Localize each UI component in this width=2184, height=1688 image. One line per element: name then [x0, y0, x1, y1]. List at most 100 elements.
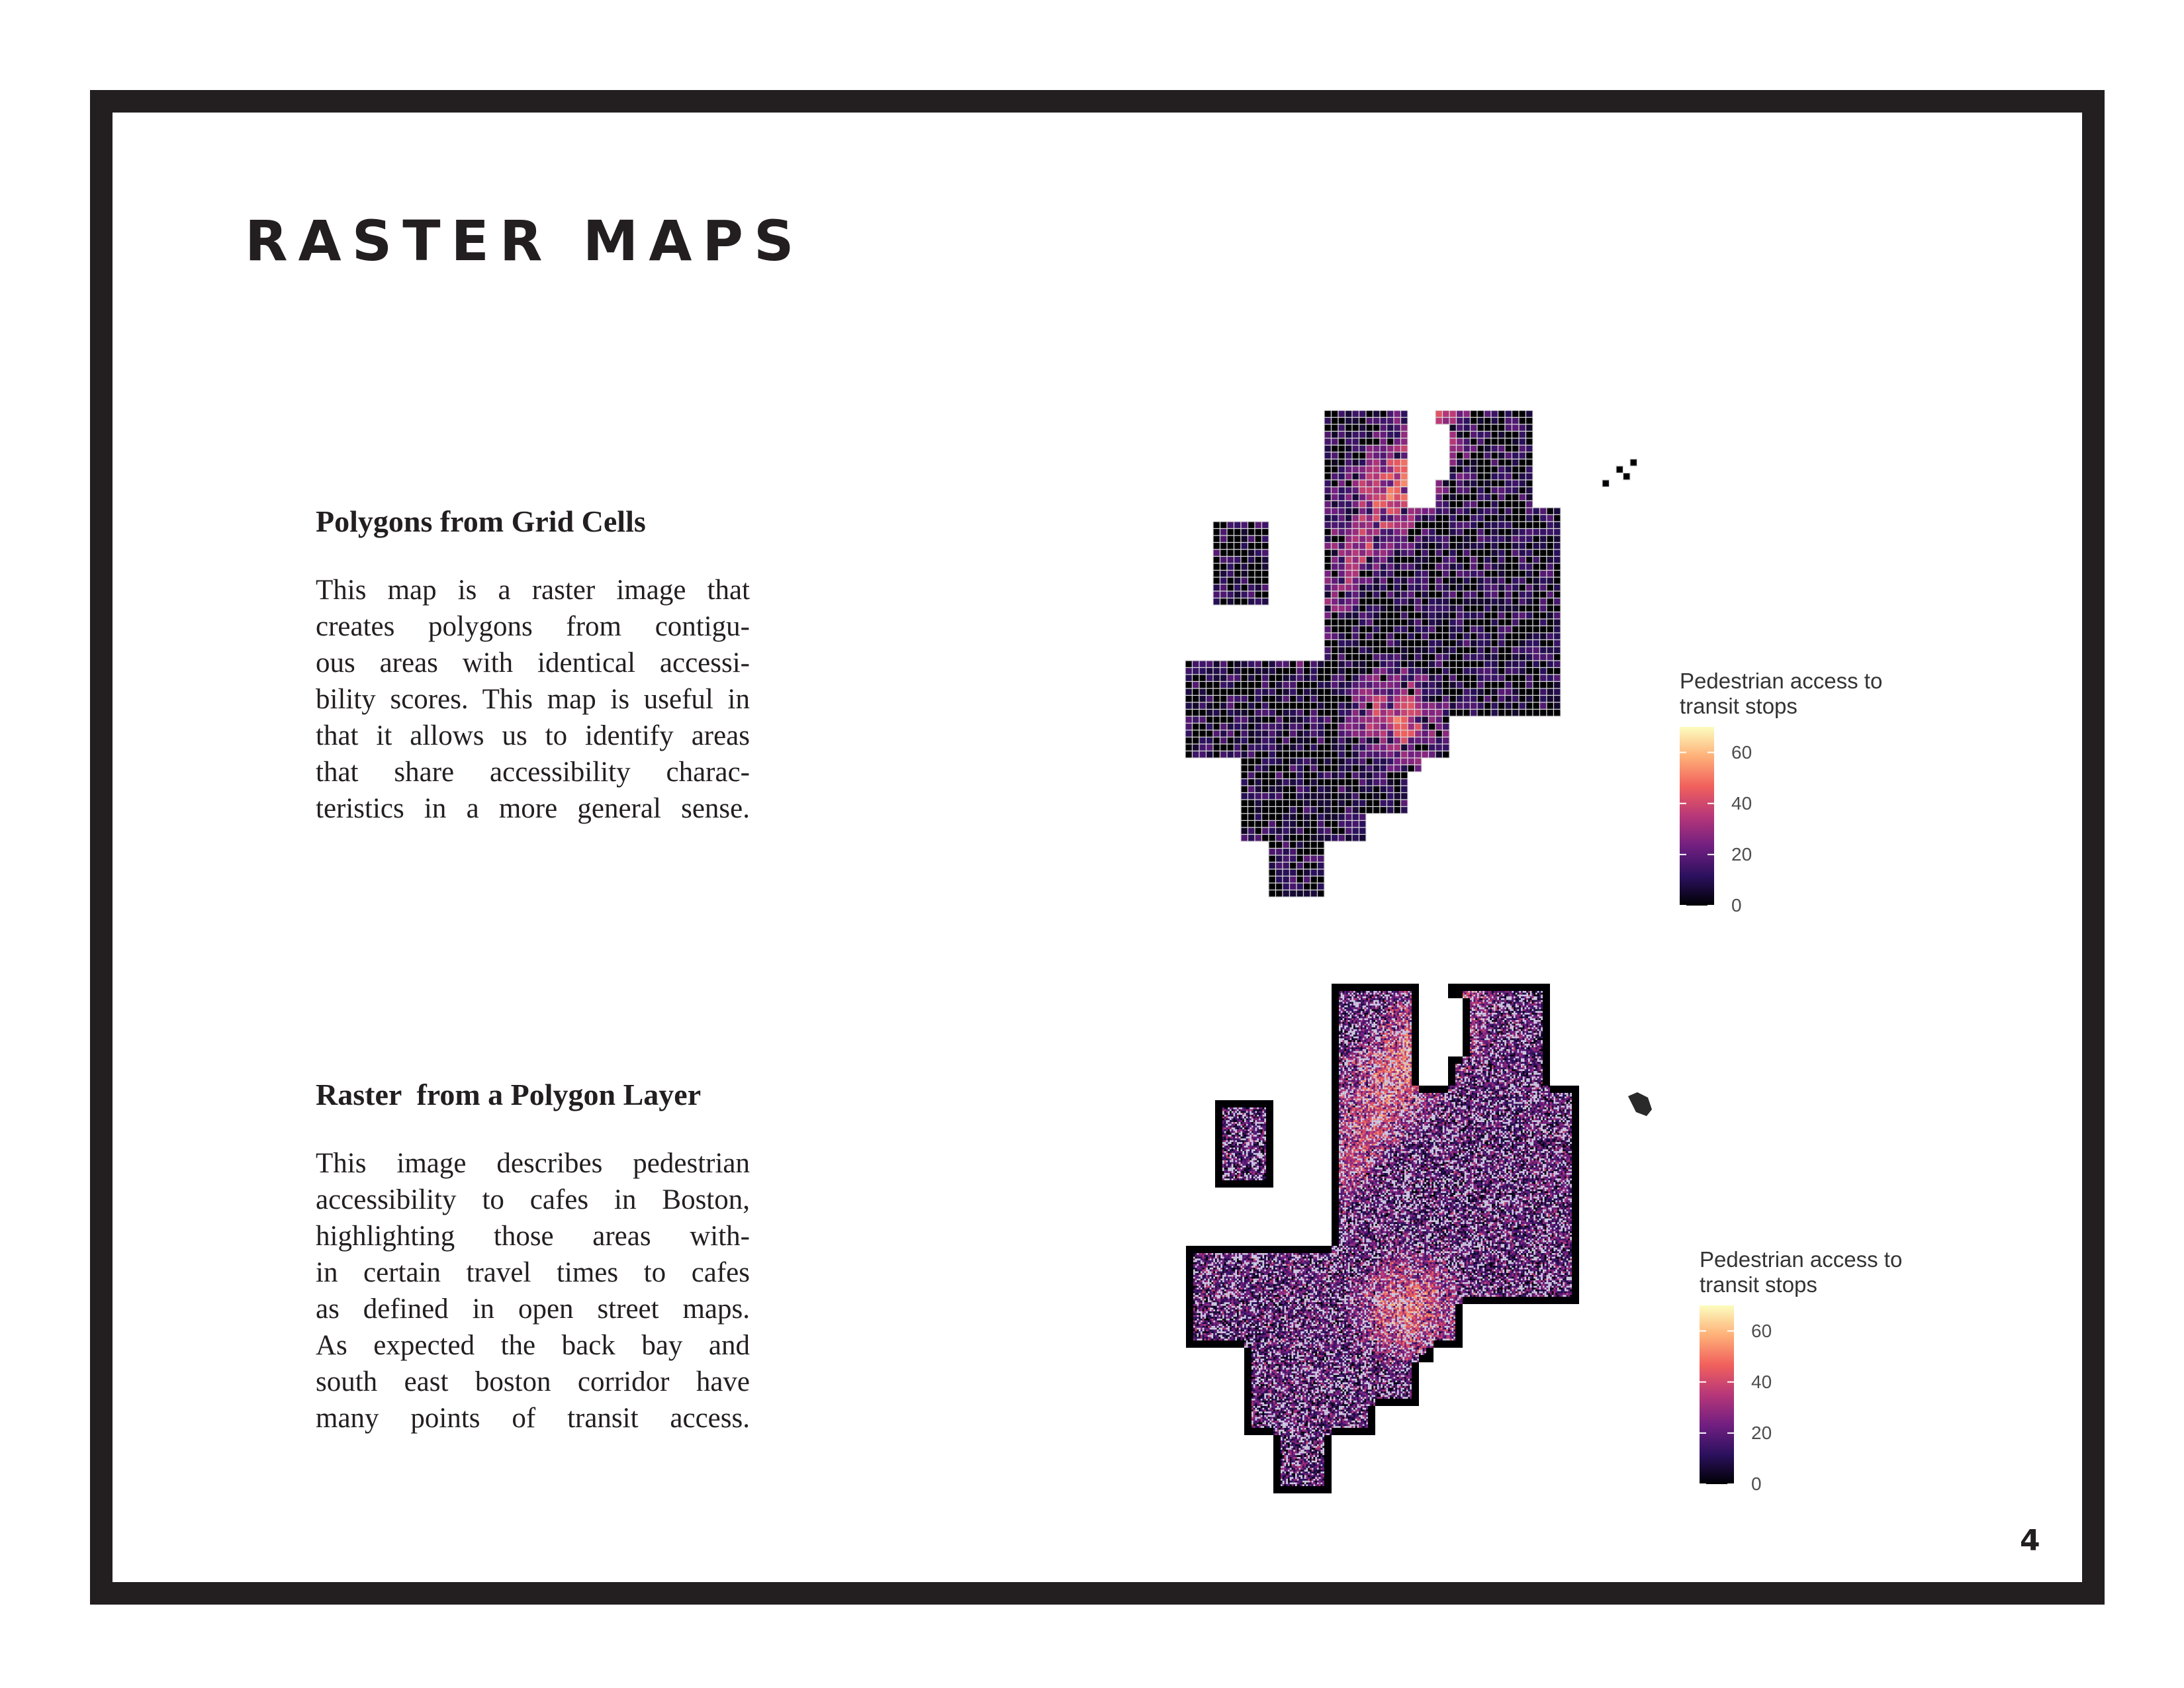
- grid-cell: [1275, 847, 1283, 856]
- raster-pixel: [1506, 1013, 1508, 1015]
- raster-pixel: [1357, 1027, 1359, 1029]
- raster-pixel: [1395, 1004, 1397, 1006]
- grid-cell: [1233, 750, 1242, 759]
- grid-cell: [1463, 416, 1471, 425]
- raster-base-cell: [1543, 1035, 1550, 1042]
- grid-cell: [1400, 722, 1408, 731]
- raster-pixel: [1398, 1047, 1401, 1049]
- grid-cell: [1338, 604, 1346, 613]
- raster-pixel: [1539, 1020, 1541, 1022]
- grid-cell: [1254, 569, 1263, 578]
- raster-pixel: [1395, 1000, 1397, 1002]
- grid-cell: [1344, 424, 1353, 432]
- raster-pixel: [1473, 1027, 1476, 1029]
- legend-tick-label: 0: [1731, 896, 1742, 915]
- grid-cell: [1296, 722, 1304, 731]
- grid-cell: [1386, 555, 1394, 564]
- raster-pixel: [1386, 1023, 1388, 1026]
- raster-base-cell: [1543, 1027, 1550, 1035]
- raster-pixel: [1539, 1002, 1541, 1004]
- grid-cell: [1490, 653, 1499, 661]
- grid-cell: [1358, 583, 1367, 592]
- raster-pixel: [1463, 991, 1465, 993]
- raster-pixel: [1524, 1020, 1527, 1022]
- grid-cell: [1393, 806, 1402, 814]
- raster-pixel: [1473, 1009, 1476, 1011]
- raster-pixel: [1355, 1035, 1357, 1037]
- grid-cell: [1400, 555, 1408, 564]
- grid-cell: [1414, 680, 1422, 689]
- raster-pixel: [1379, 1013, 1381, 1015]
- grid-cell: [1372, 604, 1381, 613]
- raster-pixel: [1364, 1023, 1367, 1026]
- raster-pixel: [1470, 992, 1472, 995]
- raster-pixel: [1381, 1045, 1383, 1048]
- grid-cell: [1400, 757, 1408, 766]
- grid-cell: [1358, 604, 1367, 613]
- raster-pixel: [1531, 1002, 1534, 1004]
- grid-cell: [1219, 521, 1228, 530]
- grid-cell: [1275, 841, 1283, 849]
- grid-cell: [1372, 458, 1381, 467]
- raster-pixel: [1524, 996, 1527, 998]
- raster-pixel: [1342, 1045, 1345, 1048]
- grid-cell: [1441, 514, 1450, 522]
- raster-pixel: [1402, 991, 1404, 993]
- grid-cell: [1393, 639, 1402, 647]
- raster-pixel: [1484, 1031, 1486, 1033]
- raster-pixel: [1502, 1045, 1505, 1048]
- raster-pixel: [1346, 1043, 1348, 1046]
- raster-pixel: [1390, 1027, 1392, 1029]
- raster-pixel: [1351, 1023, 1353, 1026]
- grid-cell: [1435, 493, 1443, 502]
- raster-pixel: [1533, 1036, 1535, 1039]
- raster-pixel: [1391, 1035, 1394, 1037]
- grid-cell: [1518, 430, 1527, 439]
- grid-cell: [1393, 521, 1402, 530]
- raster-pixel: [1388, 1014, 1390, 1017]
- grid-cell: [1532, 618, 1541, 627]
- raster-pixel: [1486, 1045, 1488, 1048]
- grid-cell: [1358, 424, 1367, 432]
- raster-pixel: [1508, 1040, 1510, 1042]
- grid-cell: [1463, 549, 1471, 557]
- raster-pixel: [1541, 1033, 1543, 1035]
- raster-pixel: [1531, 1011, 1534, 1013]
- grid-cell: [1490, 563, 1499, 571]
- raster-pixel: [1539, 1004, 1541, 1006]
- raster-pixel: [1340, 1016, 1343, 1019]
- grid-cell: [1400, 577, 1408, 585]
- grid-cell: [1483, 577, 1492, 585]
- grid-cell: [1240, 577, 1249, 585]
- raster-pixel: [1490, 1021, 1492, 1024]
- grid-cell: [1338, 694, 1346, 703]
- grid-cell: [1372, 694, 1381, 703]
- raster-pixel: [1473, 991, 1476, 993]
- raster-pixel: [1406, 1018, 1408, 1020]
- raster-pixel: [1369, 1000, 1372, 1002]
- raster-pixel: [1375, 996, 1377, 998]
- grid-cell: [1358, 465, 1367, 474]
- grid-cell: [1268, 722, 1277, 731]
- grid-cell: [1324, 611, 1332, 620]
- grid-cell: [1539, 521, 1547, 530]
- raster-pixel: [1386, 1009, 1388, 1011]
- raster-pixel: [1521, 1031, 1523, 1033]
- raster-pixel: [1406, 1006, 1408, 1008]
- raster-pixel: [1492, 1000, 1494, 1002]
- grid-cell: [1358, 688, 1367, 696]
- raster-pixel: [1373, 1027, 1375, 1029]
- grid-cell: [1212, 702, 1221, 710]
- grid-cell: [1386, 653, 1394, 661]
- raster-pixel: [1517, 1018, 1520, 1020]
- grid-cell: [1268, 827, 1277, 835]
- raster-pixel: [1482, 998, 1484, 1000]
- grid-cell: [1351, 500, 1360, 508]
- grid-cell: [1310, 799, 1318, 808]
- raster-pixel: [1339, 1036, 1341, 1039]
- raster-pixel: [1499, 1036, 1501, 1039]
- grid-cell: [1463, 583, 1471, 592]
- grid-cell: [1365, 583, 1374, 592]
- raster-pixel: [1508, 1014, 1510, 1017]
- grid-cell: [1407, 632, 1416, 641]
